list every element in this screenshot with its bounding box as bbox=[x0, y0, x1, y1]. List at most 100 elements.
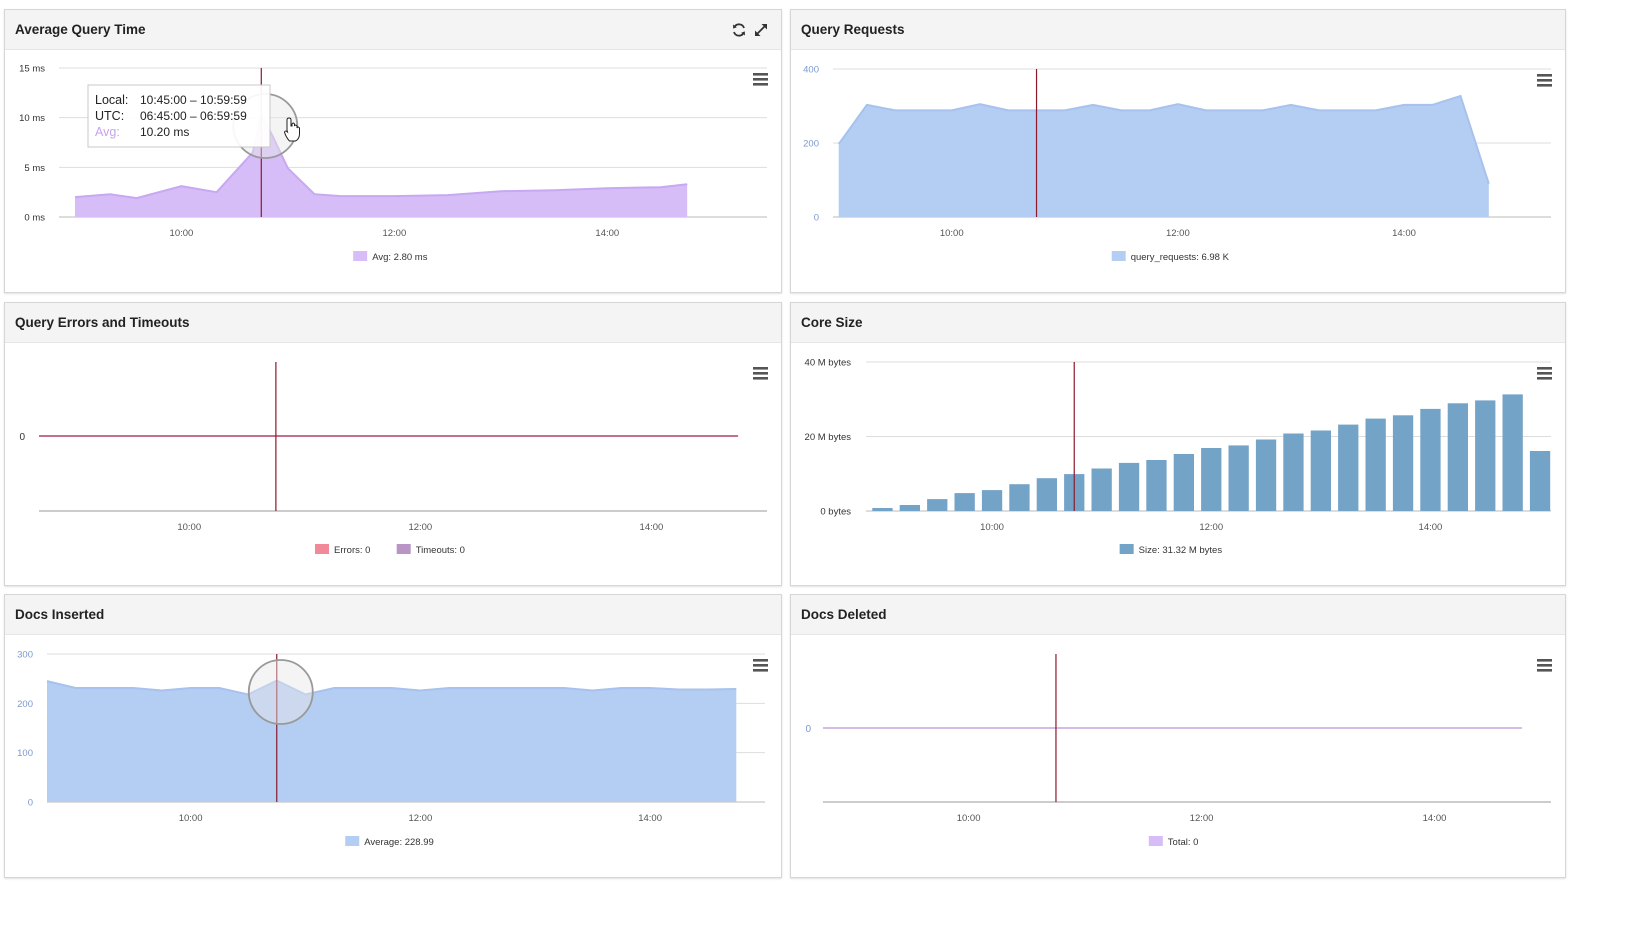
panel-query-requests: Query Requests 0 200 400 10:00 12:00 14:00 que… bbox=[790, 9, 1566, 293]
panel-title: Docs Deleted bbox=[801, 607, 887, 622]
bar bbox=[1283, 433, 1304, 511]
bar bbox=[1255, 439, 1277, 511]
chart-menu-icon-bar bbox=[753, 659, 768, 662]
chart-docs-inserted: 0 100 200 300 10:00 12:00 14:00 Average: 228.99 bbox=[17, 650, 768, 848]
chart-menu-icon-bar bbox=[1537, 79, 1552, 82]
chart-menu-icon-bar bbox=[1537, 84, 1552, 87]
bar bbox=[1201, 448, 1222, 511]
chart-menu-icon-bar bbox=[753, 78, 768, 81]
chart-menu-icon-bar bbox=[753, 669, 768, 672]
tooltip-utc-label: UTC: bbox=[95, 109, 124, 123]
refresh-icon[interactable] bbox=[731, 22, 747, 38]
x-tick-label: 12:00 bbox=[408, 813, 432, 824]
hand-cursor-icon bbox=[283, 117, 300, 142]
tooltip-utc-value: 06:45:00 – 06:59:59 bbox=[140, 109, 247, 123]
legend-label: Size: 31.32 M bytes bbox=[1139, 545, 1223, 556]
legend-swatch bbox=[1111, 251, 1126, 261]
bar bbox=[981, 490, 1003, 511]
panel-average-query-time: Average Query Time 0 ms 5 ms 10 ms 15 ms 10:… bbox=[4, 9, 782, 293]
expand-icon[interactable] bbox=[753, 22, 769, 38]
bar bbox=[899, 505, 920, 511]
chart-area: 0 200 400 10:00 12:00 14:00 query_requests: 6.… bbox=[791, 50, 1565, 297]
chart-menu-icon-bar bbox=[1537, 669, 1552, 672]
bar bbox=[1310, 430, 1331, 511]
chart-menu-icon-bar bbox=[753, 367, 768, 370]
bar bbox=[1529, 451, 1551, 511]
bar bbox=[1228, 445, 1249, 511]
y-tick-label: 0 bbox=[28, 798, 33, 809]
bar bbox=[1338, 424, 1359, 511]
panel-docs-deleted: Docs Deleted 0 10:00 12:00 14:00 Total: 0 bbox=[790, 594, 1566, 878]
panel-query-errors: Query Errors and Timeouts 0 10:00 12:00 14:… bbox=[4, 302, 782, 586]
x-tick-label: 12:00 bbox=[1190, 813, 1214, 824]
chart-menu-icon-bar bbox=[1537, 664, 1552, 667]
chart-docs-deleted: 0 10:00 12:00 14:00 Total: 0 bbox=[805, 654, 1552, 848]
panel-docs-inserted: Docs Inserted 0 100 200 300 10:00 12:00 14:00 A… bbox=[4, 594, 782, 878]
chart-menu-icon[interactable] bbox=[753, 73, 768, 86]
bar bbox=[1146, 460, 1167, 511]
panel-title: Average Query Time bbox=[15, 22, 146, 37]
chart-menu-icon[interactable] bbox=[1537, 367, 1552, 380]
x-tick-label: 12:00 bbox=[408, 522, 432, 533]
panel-header: Docs Deleted bbox=[791, 595, 1565, 635]
area-series-line bbox=[837, 94, 1490, 185]
chart-area: 0 ms 5 ms 10 ms 15 ms 10:00 12:00 14:00 Local: 1… bbox=[5, 50, 781, 297]
y-tick-label: 0 bbox=[19, 432, 25, 443]
y-tick-label: 5 ms bbox=[24, 163, 45, 174]
legend-swatch bbox=[353, 251, 368, 261]
y-tick-label: 20 M bytes bbox=[805, 432, 852, 443]
tooltip-avg-label: Avg: bbox=[95, 125, 120, 139]
bar bbox=[872, 508, 893, 511]
tooltip-box bbox=[87, 84, 271, 148]
y-tick-label: 200 bbox=[17, 699, 33, 710]
tooltip-local-value: 10:45:00 – 10:59:59 bbox=[140, 93, 247, 107]
chart-menu-icon[interactable] bbox=[1537, 74, 1552, 87]
panel-title: Core Size bbox=[801, 315, 863, 330]
bar bbox=[1091, 468, 1112, 511]
x-tick-label: 12:00 bbox=[1166, 228, 1190, 239]
chart-menu-icon[interactable] bbox=[753, 659, 768, 672]
panel-title: Docs Inserted bbox=[15, 607, 105, 622]
legend-label: query_requests: 6.98 K bbox=[1131, 252, 1230, 263]
y-tick-label: 200 bbox=[803, 139, 819, 150]
y-tick-label: 15 ms bbox=[19, 64, 45, 75]
chart-menu-icon-bar bbox=[1537, 372, 1552, 375]
x-tick-label: 14:00 bbox=[595, 228, 619, 239]
chart-area: 0 10:00 12:00 14:00 Total: 0 bbox=[791, 635, 1565, 882]
area-series-line bbox=[74, 112, 688, 200]
legend-swatch bbox=[315, 544, 329, 554]
panel-core-size: Core Size 0 bytes 20 M bytes 40 M bytes 10:… bbox=[790, 302, 1566, 586]
chart-menu-icon[interactable] bbox=[753, 367, 768, 380]
x-tick-label: 14:00 bbox=[638, 813, 662, 824]
chart-menu-icon-bar bbox=[753, 664, 768, 667]
chart-area: 0 bytes 20 M bytes 40 M bytes 10:00 12:00 14:… bbox=[791, 343, 1565, 590]
bar bbox=[1420, 408, 1441, 511]
bar bbox=[1392, 415, 1414, 511]
chart-core-size: 0 bytes 20 M bytes 40 M bytes 10:00 12:00 14:… bbox=[805, 358, 1552, 556]
bar bbox=[1365, 418, 1386, 511]
y-tick-label: 400 bbox=[803, 65, 819, 76]
bar bbox=[1502, 394, 1523, 511]
chart-average-query-time: 0 ms 5 ms 10 ms 15 ms 10:00 12:00 14:00 Local: 1… bbox=[19, 64, 768, 263]
panel-header: Query Requests bbox=[791, 10, 1565, 50]
panel-header: Docs Inserted bbox=[5, 595, 781, 635]
legend-swatch bbox=[345, 836, 360, 846]
bar bbox=[954, 493, 975, 511]
x-tick-label: 12:00 bbox=[1199, 522, 1223, 533]
y-tick-label: 0 bbox=[805, 724, 811, 735]
x-tick-label: 10:00 bbox=[980, 522, 1004, 533]
chart-menu-icon-bar bbox=[1537, 659, 1552, 662]
x-tick-label: 14:00 bbox=[640, 522, 664, 533]
chart-menu-icon-bar bbox=[753, 83, 768, 86]
y-tick-label: 10 ms bbox=[19, 113, 45, 124]
tooltip-local-label: Local: bbox=[95, 93, 128, 107]
bar bbox=[927, 499, 948, 511]
y-tick-label: 300 bbox=[17, 650, 33, 661]
legend-label: Errors: 0 bbox=[334, 545, 370, 556]
chart-menu-icon-bar bbox=[1537, 367, 1552, 370]
chart-menu-icon-bar bbox=[1537, 74, 1552, 77]
y-tick-label: 0 ms bbox=[24, 213, 45, 224]
chart-menu-icon[interactable] bbox=[1537, 659, 1552, 672]
area-series-fill bbox=[838, 96, 1489, 217]
bar bbox=[1036, 478, 1057, 511]
